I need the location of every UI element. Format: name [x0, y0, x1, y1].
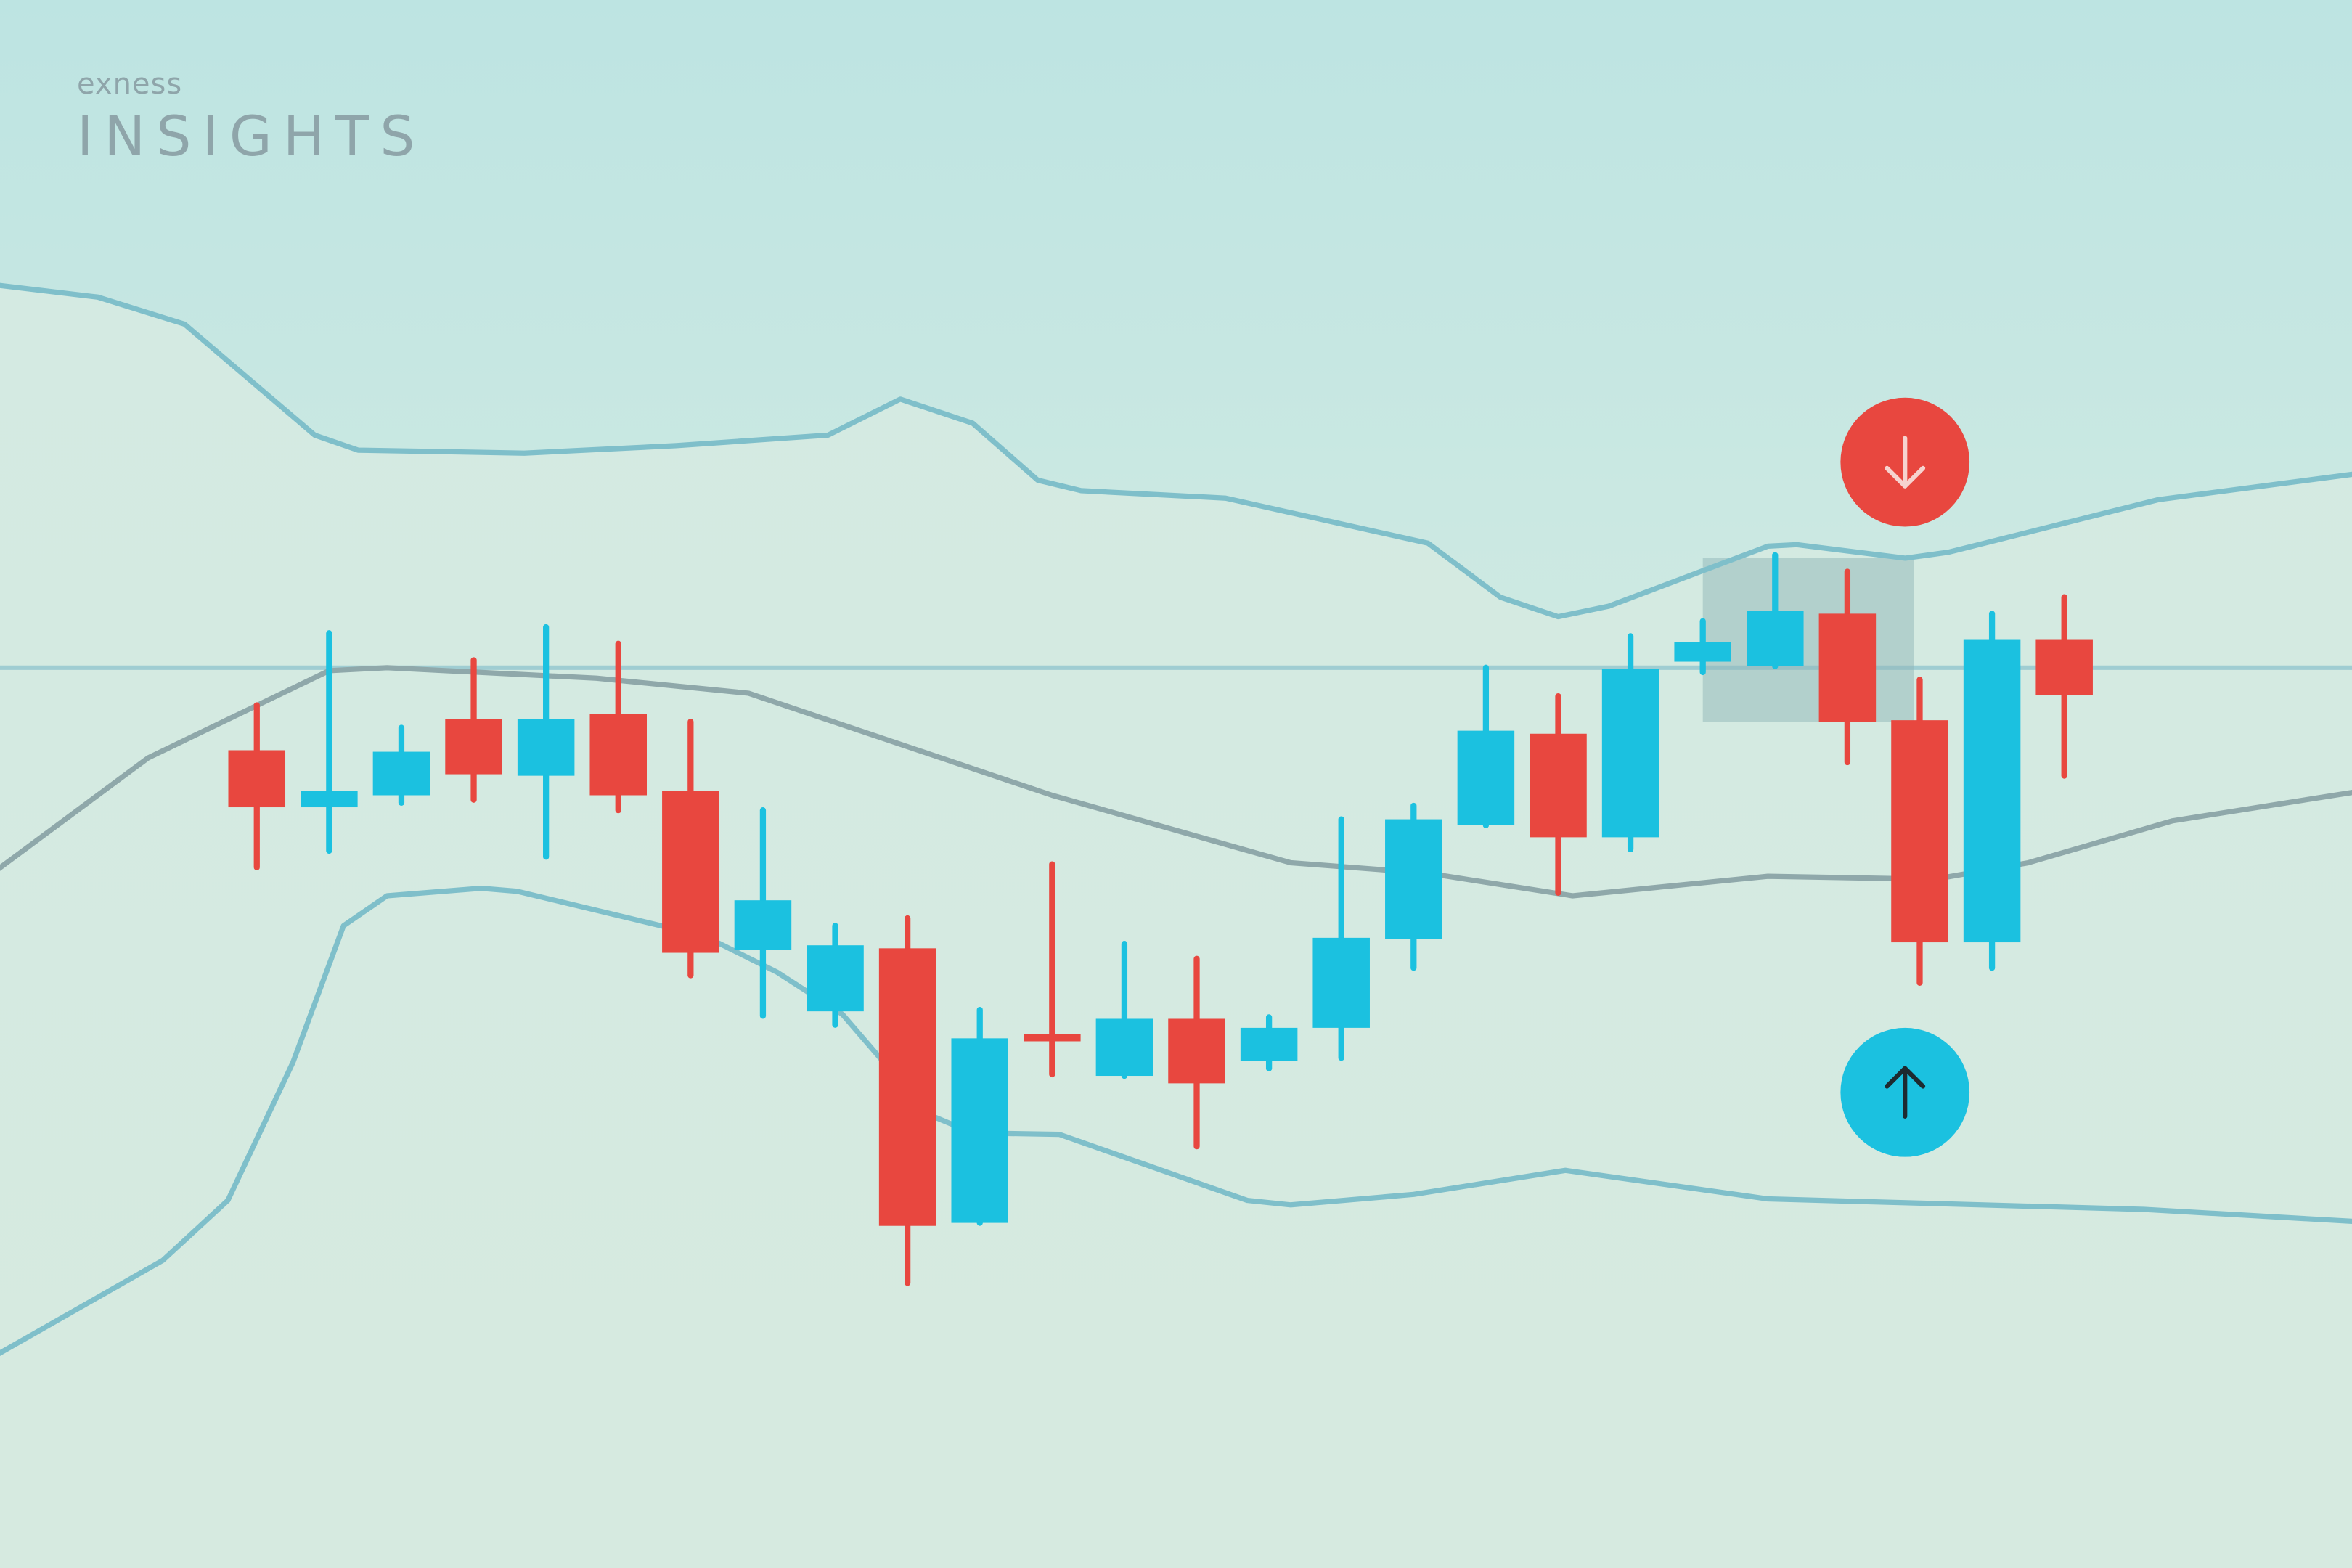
candle-body: [1240, 1027, 1298, 1061]
candle-body: [1747, 611, 1804, 666]
candle-body: [1891, 720, 1948, 943]
candle-7-bearish: [662, 719, 719, 979]
arrow-down-icon: [1885, 436, 1926, 489]
sell-signal-button[interactable]: [1840, 397, 1970, 527]
candle-body: [878, 948, 936, 1226]
candle-8-bullish: [734, 807, 792, 1019]
candle-body: [228, 750, 286, 808]
candle-22-bullish: [1747, 552, 1804, 669]
candle-4-bearish: [445, 657, 502, 803]
candle-body: [1168, 1018, 1225, 1084]
candle-13-bullish: [1095, 941, 1153, 1079]
candle-body: [734, 900, 792, 950]
candle-body: [1963, 639, 2021, 943]
candle-19-bearish: [1530, 693, 1587, 896]
candle-10-bearish: [878, 915, 936, 1286]
buy-signal-button[interactable]: [1840, 1027, 1970, 1157]
candle-body: [1818, 613, 1877, 722]
candle-body: [589, 714, 647, 796]
candle-23-bearish: [1818, 568, 1877, 766]
candle-body: [1457, 730, 1515, 825]
candle-21-bullish: [1674, 618, 1731, 676]
candle-body: [662, 791, 719, 953]
candle-5-bullish: [517, 624, 575, 860]
candle-body: [951, 1038, 1008, 1223]
lower-band-line: [0, 886, 2352, 1356]
candle-26-bearish: [2035, 594, 2093, 779]
candle-body: [301, 791, 358, 808]
candle-body: [1674, 642, 1731, 662]
candle-20-bullish: [1601, 633, 1659, 853]
candle-25-bullish: [1963, 611, 2021, 971]
candle-body: [517, 719, 575, 776]
candle-2-bullish: [301, 630, 358, 854]
exness-insights-logo: exness INSIGHTS: [77, 70, 426, 164]
candle-3-bullish: [372, 724, 430, 806]
arrow-up-icon: [1885, 1066, 1926, 1119]
logo-brand: exness: [77, 68, 183, 101]
candle-1-bearish: [228, 702, 286, 870]
candle-9-bullish: [807, 923, 864, 1028]
candle-17-bullish: [1385, 802, 1442, 971]
candle-12-bearish: [1024, 861, 1081, 1078]
candle-body: [807, 945, 864, 1012]
upper-band-fill: [0, 0, 2352, 617]
candle-16-bullish: [1312, 816, 1370, 1061]
candle-body: [1385, 819, 1442, 939]
candle-body: [1601, 669, 1659, 838]
upper-band-line: [0, 282, 2352, 620]
candle-body: [1530, 733, 1587, 838]
candle-body: [1095, 1018, 1153, 1077]
highlight-zone: [1702, 558, 1914, 722]
candle-body: [2035, 639, 2093, 695]
candle-6-bearish: [589, 640, 647, 814]
candle-24-bearish: [1891, 677, 1948, 987]
candle-body: [1312, 937, 1370, 1028]
logo-product: INSIGHTS: [77, 104, 426, 168]
candle-body: [1024, 1034, 1081, 1042]
candle-18-bullish: [1457, 664, 1515, 828]
candle-body: [445, 719, 502, 775]
candle-14-bearish: [1168, 955, 1225, 1150]
candle-body: [372, 751, 430, 796]
candles: [228, 552, 2093, 1286]
candle-15-bullish: [1240, 1014, 1298, 1071]
candle-11-bullish: [951, 1006, 1008, 1226]
